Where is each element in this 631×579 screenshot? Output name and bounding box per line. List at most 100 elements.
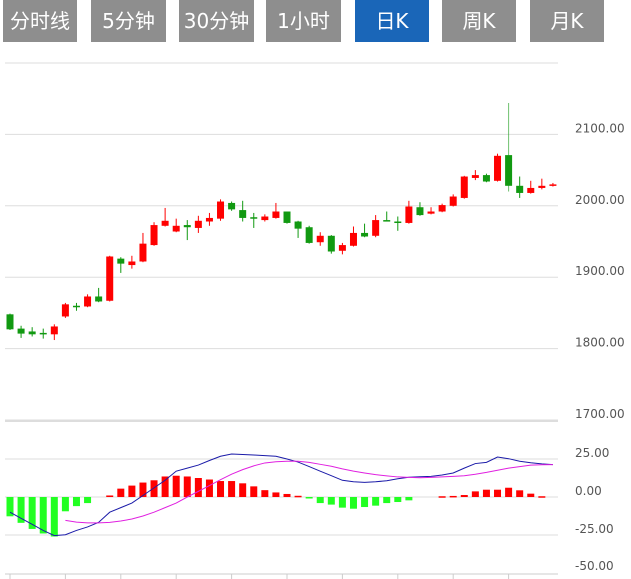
candle-body bbox=[527, 187, 535, 193]
macd-histogram-bar bbox=[172, 475, 180, 497]
candle-body bbox=[106, 256, 114, 301]
macd-histogram-bar bbox=[349, 497, 357, 509]
candle-body bbox=[482, 175, 490, 182]
macd-histogram-bar bbox=[394, 497, 402, 503]
macd-histogram-bar bbox=[183, 476, 191, 497]
macd-histogram-bar bbox=[205, 479, 213, 497]
macd-histogram-bar bbox=[527, 493, 535, 497]
candle-body bbox=[128, 261, 136, 266]
candle-body bbox=[194, 220, 202, 228]
candle-body bbox=[361, 232, 369, 237]
candle-body bbox=[172, 225, 180, 232]
candle-body bbox=[516, 185, 524, 193]
candle-body bbox=[394, 221, 402, 224]
candle-body bbox=[39, 332, 47, 335]
candle-body bbox=[405, 206, 413, 223]
macd-histogram-bar bbox=[516, 490, 524, 497]
macd-histogram-bar bbox=[261, 490, 269, 497]
macd-histogram-bar bbox=[361, 497, 369, 508]
macd-histogram-bar bbox=[139, 482, 147, 497]
candle-body bbox=[205, 217, 213, 222]
macd-histogram-bar bbox=[449, 495, 457, 498]
candle-body bbox=[316, 235, 324, 243]
candle-body bbox=[427, 211, 435, 214]
candle-body bbox=[228, 202, 236, 210]
dea-line bbox=[65, 460, 553, 524]
y-tick-label: 2000.00 bbox=[575, 193, 625, 207]
macd-histogram-bar bbox=[217, 481, 225, 497]
period-tabs: 分时线 5分钟 30分钟 1小时 日K 周K 月K bbox=[0, 0, 631, 42]
macd-tick-label: 0.00 bbox=[575, 484, 602, 498]
macd-histogram-bar bbox=[283, 493, 291, 497]
tab-30min[interactable]: 30分钟 bbox=[179, 0, 254, 42]
candle-body bbox=[17, 328, 25, 334]
candle-body bbox=[549, 184, 557, 186]
candle-body bbox=[471, 175, 479, 178]
candle-body bbox=[283, 211, 291, 223]
candle-body bbox=[72, 305, 80, 308]
macd-histogram-bar bbox=[28, 497, 36, 529]
candle-body bbox=[28, 331, 36, 335]
macd-histogram-bar bbox=[50, 497, 58, 537]
macd-histogram-bar bbox=[505, 487, 513, 497]
candle-body bbox=[294, 221, 302, 229]
candle-body bbox=[61, 304, 69, 317]
macd-histogram-bar bbox=[471, 491, 479, 497]
macd-histogram-bar bbox=[438, 496, 446, 498]
macd-histogram-bar bbox=[305, 497, 313, 499]
macd-histogram-bar bbox=[250, 486, 258, 497]
macd-histogram-bar bbox=[150, 480, 158, 497]
y-tick-label: 1800.00 bbox=[575, 336, 625, 350]
macd-tick-label: -25.00 bbox=[575, 522, 614, 536]
candle-body bbox=[505, 155, 513, 186]
candle-body bbox=[6, 314, 14, 330]
tab-weekly-k[interactable]: 周K bbox=[442, 0, 516, 42]
candle-body bbox=[538, 185, 546, 188]
candle-body bbox=[338, 245, 346, 251]
macd-histogram-bar bbox=[538, 496, 546, 498]
candle-body bbox=[416, 207, 424, 216]
macd-histogram-bar bbox=[194, 478, 202, 497]
macd-histogram-bar bbox=[482, 489, 490, 497]
candle-body bbox=[327, 235, 335, 252]
macd-histogram-bar bbox=[383, 497, 391, 504]
macd-histogram-bar bbox=[128, 485, 136, 497]
macd-histogram-bar bbox=[6, 497, 14, 517]
tab-monthly-k[interactable]: 月K bbox=[530, 0, 604, 42]
macd-histogram-bar bbox=[338, 497, 346, 508]
candle-body bbox=[183, 225, 191, 228]
candle-body bbox=[84, 296, 92, 307]
candle-body bbox=[494, 155, 502, 181]
macd-histogram-bar bbox=[272, 492, 280, 497]
dif-line bbox=[9, 453, 553, 537]
candle-body bbox=[161, 220, 169, 226]
macd-histogram-bar bbox=[327, 497, 335, 505]
candle-body bbox=[372, 220, 380, 236]
candle-body bbox=[349, 232, 357, 246]
macd-histogram-bar bbox=[117, 488, 125, 497]
candle-body bbox=[460, 176, 468, 198]
candle-body bbox=[449, 196, 457, 206]
candle-body bbox=[438, 205, 446, 212]
macd-tick-label: 25.00 bbox=[575, 446, 609, 460]
candle-body bbox=[150, 225, 158, 246]
candle-body bbox=[139, 243, 147, 262]
candle-body bbox=[305, 227, 313, 243]
macd-histogram-bar bbox=[372, 497, 380, 506]
macd-histogram-bar bbox=[239, 483, 247, 497]
macd-histogram-bar bbox=[39, 497, 47, 534]
macd-tick-label: -50.00 bbox=[575, 559, 614, 573]
macd-histogram-bar bbox=[72, 497, 80, 507]
candle-body bbox=[383, 220, 391, 222]
candle-body bbox=[272, 211, 280, 218]
macd-histogram-bar bbox=[228, 481, 236, 497]
macd-histogram-bar bbox=[316, 497, 324, 504]
tab-daily-k[interactable]: 日K bbox=[355, 0, 429, 42]
tab-5min[interactable]: 5分钟 bbox=[91, 0, 166, 42]
y-tick-label: 1700.00 bbox=[575, 407, 625, 421]
candle-body bbox=[250, 217, 258, 219]
macd-histogram-bar bbox=[106, 495, 114, 497]
tab-timeshare[interactable]: 分时线 bbox=[3, 0, 77, 42]
tab-1hour[interactable]: 1小时 bbox=[266, 0, 341, 42]
